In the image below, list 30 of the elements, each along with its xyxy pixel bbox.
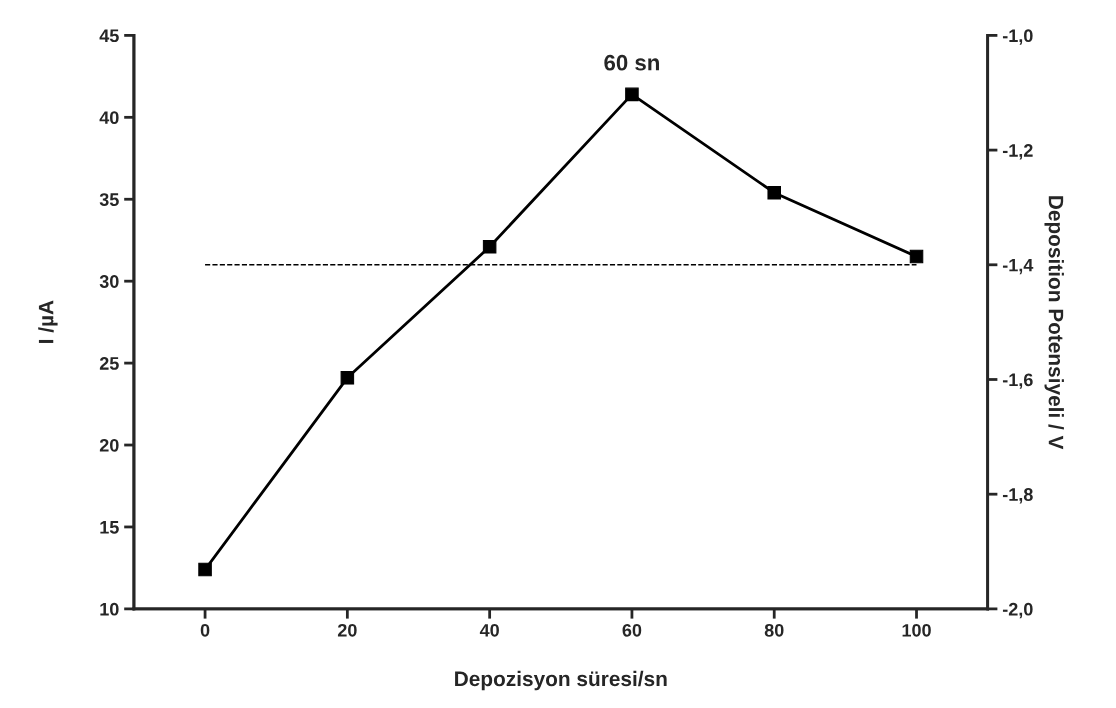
x-axis-title: Depozisyon süresi/sn: [455, 670, 667, 691]
y-axis-title: I /µA: [38, 300, 58, 343]
y-tick-label: 20: [99, 438, 119, 452]
point: [198, 562, 212, 577]
y2-tick-label: -1,4: [1002, 258, 1034, 275]
y2-tick-label: -1,2: [1002, 144, 1033, 160]
y2-axis-title: Deposition Potensiyeli / V: [1044, 196, 1064, 450]
point: [767, 185, 781, 200]
point: [909, 249, 924, 264]
y-tick-label: 15: [100, 521, 119, 534]
y-tick-label: 35: [99, 193, 119, 206]
x-tick-label: 60: [622, 623, 642, 637]
annotation: 60 sn: [604, 54, 659, 71]
y-tick-label: 40: [99, 111, 119, 125]
point: [482, 240, 497, 254]
y-tick-label: 25: [99, 357, 119, 370]
point: [340, 371, 355, 385]
y2-tick-label: -1,6: [1002, 373, 1033, 389]
x-tick-label: 40: [479, 623, 499, 637]
x-tick-label: 20: [337, 623, 357, 637]
y2-tick-label: -1,8: [1002, 488, 1033, 504]
point: [625, 87, 639, 102]
x-tick-label: 0: [200, 623, 210, 637]
y-tick-label: 10: [100, 602, 119, 616]
x-tick-label: 100: [902, 623, 931, 637]
x-tick-label: 80: [764, 623, 784, 637]
y-tick-label: 30: [99, 275, 119, 288]
y-tick-label: 45: [99, 29, 119, 43]
y2-tick-label: -2,0: [1002, 602, 1033, 619]
y2-tick-label: -1,0: [1002, 29, 1033, 45]
